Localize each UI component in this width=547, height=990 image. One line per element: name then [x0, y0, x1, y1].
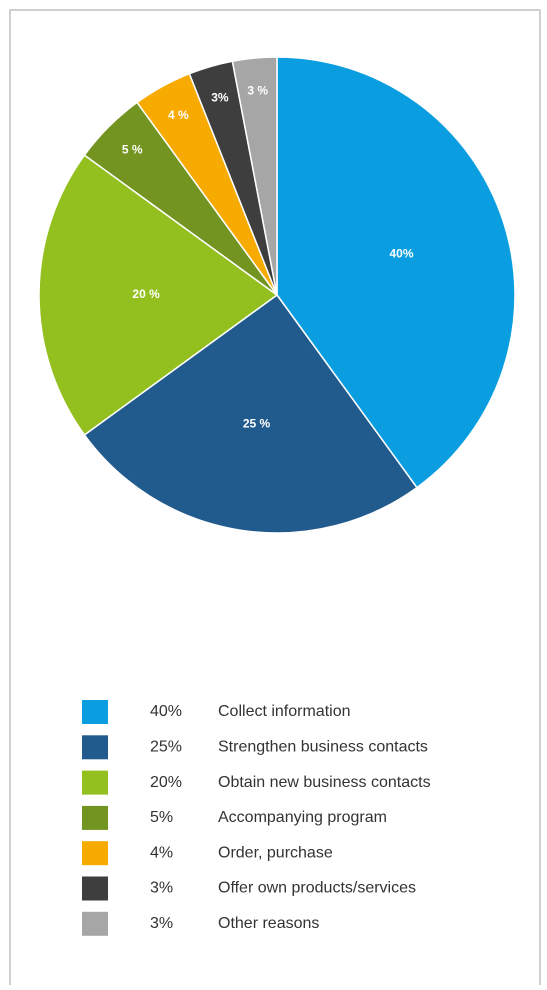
slice-label: 3%	[211, 91, 229, 105]
pie-slice	[231, 56, 278, 296]
legend-swatch	[82, 911, 108, 936]
legend-label: Accompanying program	[218, 809, 387, 826]
legend-value: 3%	[150, 880, 173, 897]
legend-value: 40%	[150, 703, 182, 720]
pie-slice	[38, 154, 279, 436]
slice-label: 4 %	[168, 108, 189, 122]
slice-label: 40%	[389, 247, 413, 261]
legend-value: 25%	[150, 739, 182, 756]
slice-label: 5 %	[122, 142, 143, 156]
pie-slice	[276, 56, 516, 489]
legend-swatch	[82, 841, 108, 866]
legend-value: 5%	[150, 809, 173, 826]
legend-value: 3%	[150, 915, 173, 932]
legend-swatch	[82, 770, 108, 795]
legend-label: Strengthen business contacts	[218, 739, 428, 756]
legend-value: 20%	[150, 774, 182, 791]
legend-swatch	[82, 700, 108, 724]
legend-label: Obtain new business contacts	[218, 774, 431, 791]
legend-value: 4%	[150, 844, 173, 861]
slice-label: 25 %	[243, 416, 271, 430]
legend-label: Collect information	[218, 703, 351, 720]
legend-swatch	[82, 805, 108, 830]
legend-label: Offer own products/services	[218, 880, 416, 897]
pie-slice	[83, 293, 418, 534]
slice-label: 20 %	[132, 287, 160, 301]
slice-label: 3 %	[247, 83, 268, 97]
legend-swatch	[82, 876, 108, 901]
legend-label: Order, purchase	[218, 844, 333, 861]
legend-label: Other reasons	[218, 915, 319, 932]
legend-swatch	[82, 735, 108, 760]
